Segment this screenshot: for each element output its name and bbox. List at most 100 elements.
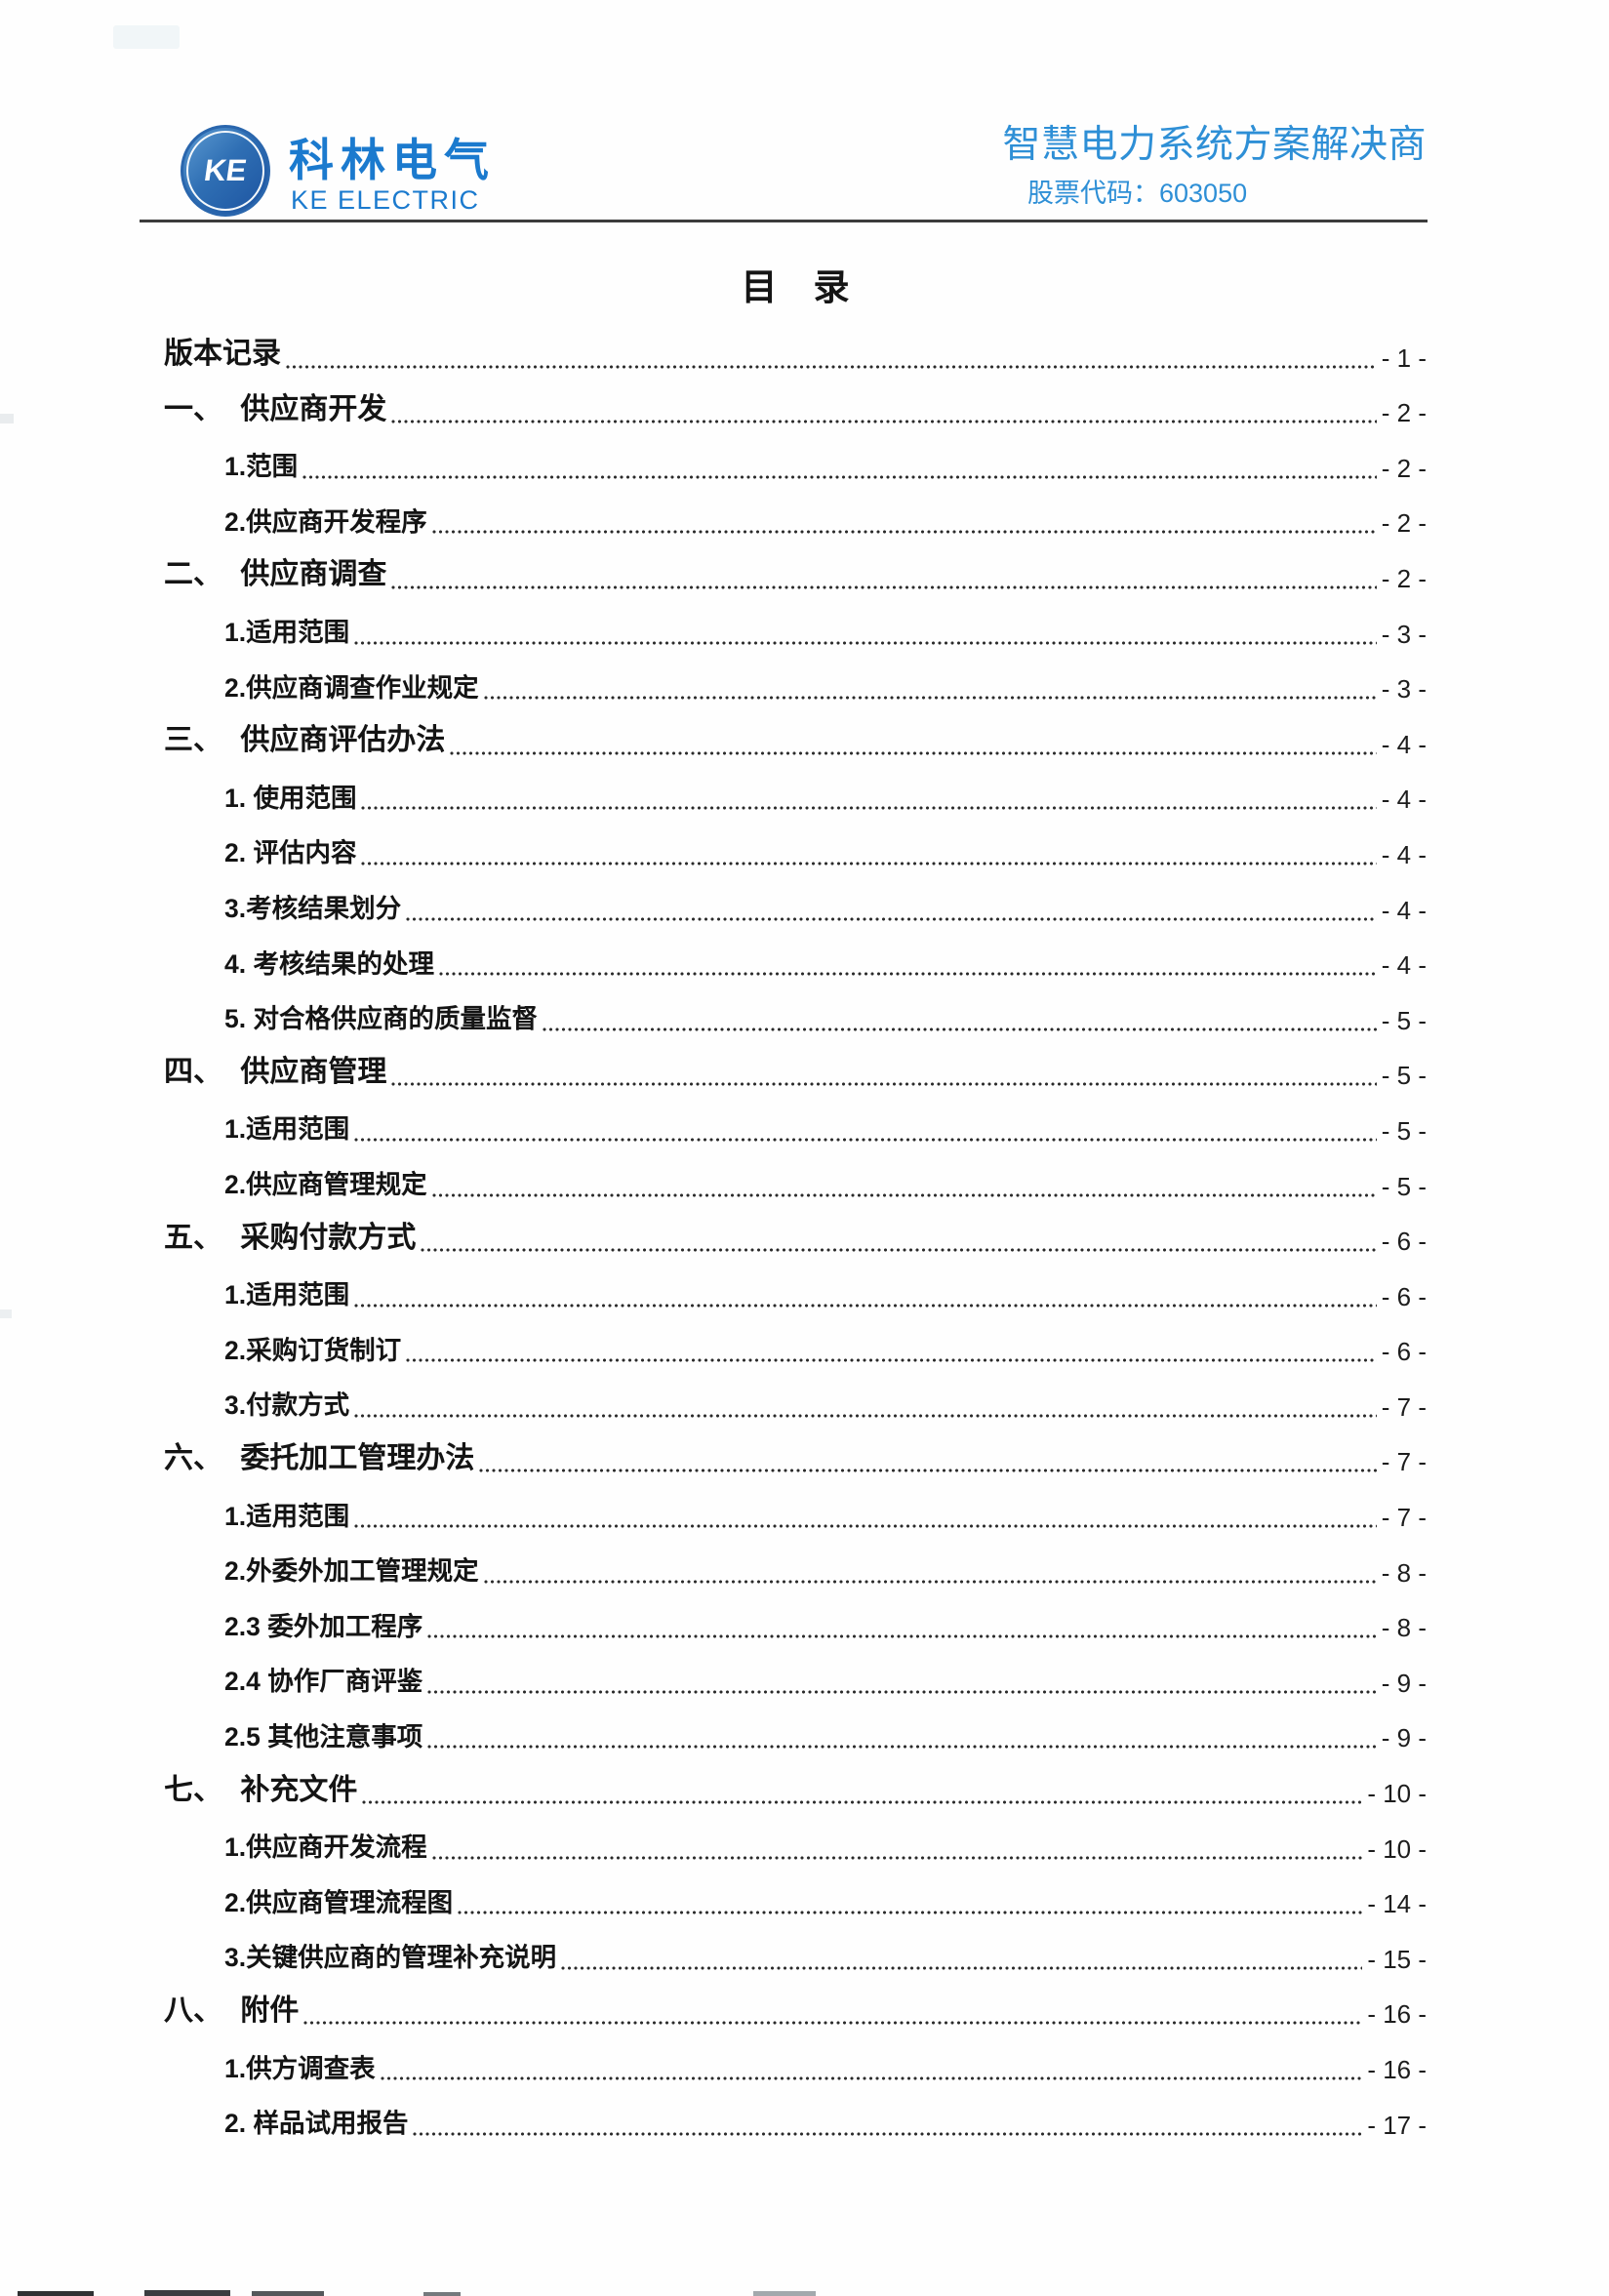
company-name-en: KE ELECTRIC	[291, 185, 480, 215]
toc-entry-page: - 4 -	[1381, 729, 1427, 759]
toc-entry-page: - 4 -	[1381, 785, 1427, 815]
toc-entry: 七、 补充文件 - 10 -	[164, 1760, 1427, 1816]
toc-entry-page: - 2 -	[1381, 508, 1427, 539]
toc-leader-dots	[357, 1760, 1367, 1816]
toc-entry-page: - 8 -	[1381, 1613, 1427, 1643]
toc-entry: 1.供应商开发流程 - 10 -	[164, 1816, 1427, 1872]
scan-artifact	[144, 2290, 230, 2296]
toc-entry-label: 三、 供应商评估办法	[164, 724, 446, 757]
toc-leader-dots	[479, 1540, 1382, 1595]
toc-entry-label: 2. 评估内容	[224, 838, 357, 868]
toc-entry-page: - 5 -	[1381, 1005, 1427, 1035]
page-header: KE 科林电气 KE ELECTRIC 智慧电力系统方案解决商 股票代码：603…	[0, 0, 1609, 226]
toc-entry: 2.5 其他注意事项 - 9 -	[164, 1706, 1427, 1761]
toc-entry-label: 2.供应商调查作业规定	[224, 672, 479, 703]
company-tagline: 智慧电力系统方案解决商	[1002, 124, 1427, 166]
toc-entry-label: 2.供应商管理流程图	[224, 1887, 454, 1917]
toc-entry-label: 二、 供应商调查	[164, 558, 387, 591]
toc-leader-dots	[422, 1595, 1382, 1651]
toc-entry-label: 1.范围	[224, 452, 299, 482]
toc-entry-label: 1.供方调查表	[224, 2053, 376, 2083]
toc-leader-dots	[349, 1264, 1382, 1319]
toc-entry-page: - 5 -	[1381, 1061, 1427, 1091]
toc-leader-dots	[474, 1430, 1381, 1485]
toc-entry-page: - 6 -	[1381, 1337, 1427, 1367]
toc-entry-label: 一、 供应商开发	[164, 392, 387, 425]
toc-entry: 2. 样品试用报告 - 17 -	[164, 2092, 1427, 2148]
toc-leader-dots	[349, 1374, 1382, 1430]
toc-leader-dots	[299, 1982, 1367, 2037]
toc-entry-label: 3.关键供应商的管理补充说明	[224, 1943, 557, 1973]
toc-entry-page: - 7 -	[1381, 1503, 1427, 1533]
toc-leader-dots	[401, 877, 1382, 933]
toc-leader-dots	[538, 987, 1382, 1043]
toc-leader-dots	[479, 657, 1382, 712]
toc-leader-dots	[281, 325, 1382, 381]
toc-entry: 2.供应商开发程序 - 2 -	[164, 491, 1427, 546]
toc-entry: 一、 供应商开发 - 2 -	[164, 381, 1427, 436]
toc-entry-label: 1.适用范围	[224, 1501, 350, 1531]
toc-leader-dots	[356, 767, 1381, 823]
toc-entry-label: 1.适用范围	[224, 618, 350, 648]
toc-entry-page: - 10 -	[1367, 1779, 1427, 1809]
toc-leader-dots	[401, 1319, 1382, 1375]
toc-leader-dots	[453, 1872, 1367, 1927]
toc-entry-page: - 9 -	[1381, 1668, 1427, 1698]
toc-entry: 1.范围 - 2 -	[164, 435, 1427, 491]
scan-artifact	[0, 414, 14, 423]
toc-leader-dots	[349, 1484, 1382, 1540]
toc-entry-label: 五、 采购付款方式	[164, 1221, 417, 1254]
toc-entry-page: - 8 -	[1381, 1557, 1427, 1588]
toc-title: 目 录	[741, 267, 850, 307]
toc-entry: 八、 附件 - 16 -	[164, 1982, 1427, 2037]
toc-leader-dots	[445, 711, 1381, 767]
toc-entry-label: 2.采购订货制订	[224, 1335, 402, 1365]
header-divider	[140, 220, 1428, 222]
scan-artifact	[18, 2291, 94, 2296]
toc-entry: 2.4 协作厂商评鉴 - 9 -	[164, 1650, 1427, 1706]
toc-entry-page: - 5 -	[1381, 1115, 1427, 1146]
toc-entry: 五、 采购付款方式 - 6 -	[164, 1209, 1427, 1265]
toc-leader-dots	[386, 1043, 1381, 1099]
toc-leader-dots	[427, 491, 1382, 546]
logo-monogram: KE	[202, 153, 250, 187]
toc-entry-page: - 5 -	[1381, 1171, 1427, 1201]
toc-leader-dots	[349, 601, 1382, 657]
toc-entry: 1.适用范围 - 5 -	[164, 1098, 1427, 1153]
toc-entry-page: - 2 -	[1381, 398, 1427, 428]
toc-entry: 六、 委托加工管理办法 - 7 -	[164, 1430, 1427, 1485]
toc-entry: 3.付款方式 - 7 -	[164, 1374, 1427, 1430]
toc-entry-label: 八、 附件	[164, 1994, 300, 2027]
toc-leader-dots	[427, 1153, 1382, 1209]
toc-entry-label: 2.4 协作厂商评鉴	[224, 1667, 423, 1697]
scan-artifact	[753, 2291, 816, 2296]
toc-entry: 1.适用范围 - 7 -	[164, 1484, 1427, 1540]
toc-entry: 1.适用范围 - 3 -	[164, 601, 1427, 657]
toc-entry: 2. 评估内容 - 4 -	[164, 822, 1427, 877]
toc-entry-page: - 2 -	[1381, 453, 1427, 483]
toc-entry-page: - 3 -	[1381, 674, 1427, 705]
toc-entry-page: - 15 -	[1367, 1944, 1427, 1974]
toc-leader-dots	[386, 545, 1381, 601]
toc-entry: 2.外委外加工管理规定 - 8 -	[164, 1540, 1427, 1595]
toc-entry-label: 1. 使用范围	[224, 783, 357, 813]
toc-entry: 2.供应商管理规定 - 5 -	[164, 1153, 1427, 1209]
toc-entry: 1.适用范围 - 6 -	[164, 1264, 1427, 1319]
toc-entry-page: - 10 -	[1367, 1833, 1427, 1864]
toc-entry: 三、 供应商评估办法 - 4 -	[164, 711, 1427, 767]
toc-entry: 版本记录 - 1 -	[164, 325, 1427, 381]
toc-entry-page: - 7 -	[1381, 1391, 1427, 1422]
toc-leader-dots	[422, 1650, 1382, 1706]
toc-entry-page: - 4 -	[1381, 839, 1427, 869]
toc-entry-label: 1.适用范围	[224, 1114, 350, 1145]
toc-entry: 1.供方调查表 - 16 -	[164, 2036, 1427, 2092]
toc-leader-dots	[427, 1816, 1368, 1872]
scan-artifact	[0, 1309, 12, 1318]
toc-entry: 4. 考核结果的处理 - 4 -	[164, 933, 1427, 988]
toc-entry-page: - 6 -	[1381, 1227, 1427, 1257]
toc-entry: 四、 供应商管理 - 5 -	[164, 1043, 1427, 1099]
toc-leader-dots	[298, 435, 1382, 491]
scan-artifact	[423, 2292, 461, 2296]
toc-entry: 1. 使用范围 - 4 -	[164, 767, 1427, 823]
